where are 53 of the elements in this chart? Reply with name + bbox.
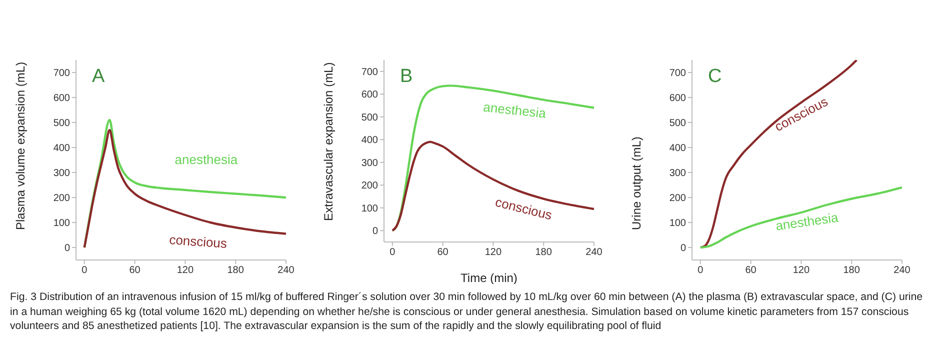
y-tick-label: 500 — [669, 118, 686, 130]
y-tick-label: 200 — [361, 180, 378, 192]
text: conscious — [494, 194, 554, 223]
x-tick-label: 240 — [586, 247, 603, 258]
y-tick-label: 700 — [361, 66, 378, 78]
series-label: conscious — [168, 232, 228, 252]
y-tick-label: 300 — [669, 168, 686, 180]
x-tick-label: 0 — [82, 265, 88, 276]
y-tick-label: 400 — [361, 135, 378, 146]
chart-title: B — [400, 66, 413, 87]
y-tick-label: 200 — [53, 193, 70, 204]
y-axis-title: Extravascular expansion (mL) — [321, 62, 336, 221]
y-tick-label: 500 — [53, 118, 70, 130]
x-tick-label: 60 — [745, 265, 757, 276]
series-label: anesthesia — [174, 152, 238, 167]
y-tick-label: 600 — [669, 93, 686, 104]
y-tick-label: 500 — [361, 112, 378, 124]
x-tick-label: 0 — [698, 265, 704, 276]
x-tick-label: 180 — [227, 265, 244, 276]
line-series — [391, 140, 594, 232]
x-tick-label: 120 — [176, 265, 194, 276]
y-axis-title: Urine output (mL) — [629, 136, 644, 230]
x-tick-label: 240 — [278, 265, 295, 276]
line-series — [391, 84, 594, 232]
line-series — [699, 186, 902, 249]
y-tick-label: 300 — [53, 168, 70, 180]
y-tick-label: 700 — [669, 68, 686, 80]
y-tick-label: 300 — [361, 158, 378, 169]
x-tick-label: 240 — [894, 265, 911, 276]
line-series — [699, 60, 858, 249]
caption: Fig. 3 Distribution of an intravenous infusion of 15 ml/kg of buffered Ringer´s solution over 30 min followed by 10 mL/kg over 60 min between (A) the plasma (B) extravascular space, and (C) urine in a human weighing 65 kg (total volume 1620 mL) depending on whether he/she is conscious or under general anesthesia. Simulation based on volume kinetic parameters from 157 conscious volunteers and 85 anesthetized patients [10]. The extravascular expansion is the sum of the rapidly and the slowly equilibrating pool of fluid — [9, 290, 924, 334]
text: anesthesia — [774, 210, 840, 234]
y-tick-label: 100 — [53, 218, 70, 230]
y-tick-label: 100 — [361, 203, 378, 214]
y-tick-label: 400 — [669, 143, 686, 154]
y-tick-label: 400 — [53, 143, 70, 154]
y-tick-label: 700 — [53, 68, 70, 80]
chart-title: C — [708, 66, 722, 87]
y-axis-title: Plasma volume expansion (mL) — [13, 62, 28, 230]
y-tick-label: 600 — [53, 93, 70, 104]
x-tick-label: 180 — [535, 247, 552, 258]
y-tick-label: 100 — [669, 218, 686, 230]
x-tick-label: 0 — [390, 247, 396, 258]
x-tick-label: 120 — [792, 265, 810, 276]
y-tick-label: 200 — [669, 193, 686, 204]
x-tick-label: 60 — [129, 265, 141, 276]
y-tick-label: 600 — [361, 90, 378, 101]
x-tick-label: 120 — [484, 247, 502, 258]
x-tick-label: 180 — [843, 265, 860, 276]
x-tick-label: 60 — [437, 247, 449, 258]
text: anesthesia — [482, 99, 548, 121]
y-tick-label: 0 — [372, 226, 378, 238]
chart-title: A — [92, 66, 105, 87]
